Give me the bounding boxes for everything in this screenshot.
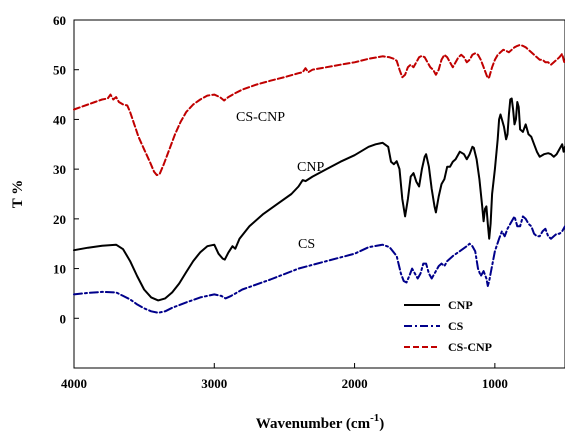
- legend-label-cnp: CNP: [448, 298, 473, 312]
- legend: CNP CS CS-CNP: [404, 298, 492, 354]
- x-tick-label: 2000: [342, 376, 368, 391]
- plot-area: [73, 19, 565, 369]
- legend-label-cs: CS: [448, 319, 464, 333]
- y-axis-title: T %: [10, 180, 26, 208]
- y-tick-label: 50: [53, 63, 66, 78]
- x-axis-title-superscript: -1: [370, 412, 379, 424]
- y-tick-label: 30: [53, 162, 66, 177]
- x-axis-title-close: ): [379, 416, 384, 432]
- series-line-cs: [73, 215, 565, 314]
- y-tick-label: 10: [53, 262, 66, 277]
- y-tick-label: 0: [60, 311, 67, 326]
- curve-label-cs: CS: [298, 237, 315, 252]
- y-tick-label: 40: [53, 112, 66, 127]
- curve-label-cs-cnp: CS-CNP: [236, 110, 285, 125]
- series-line-cs-cnp: [73, 43, 565, 177]
- x-axis-title-main: Wavenumber (cm: [256, 416, 371, 432]
- axis-ticks: 0 10 20 30 40 50 60 4000 3000 2000 1000: [53, 13, 508, 391]
- x-tick-label: 4000: [61, 376, 87, 391]
- series-line-cnp: [73, 97, 565, 302]
- legend-label-cs-cnp: CS-CNP: [448, 340, 492, 354]
- curve-label-cnp: CNP: [297, 160, 324, 175]
- series-lines: [73, 43, 565, 314]
- y-tick-label: 20: [53, 212, 66, 227]
- x-tick-label: 3000: [201, 376, 227, 391]
- x-tick-label: 1000: [482, 376, 508, 391]
- x-axis-title: Wavenumber (cm-1): [256, 412, 384, 432]
- y-tick-label: 60: [53, 13, 66, 28]
